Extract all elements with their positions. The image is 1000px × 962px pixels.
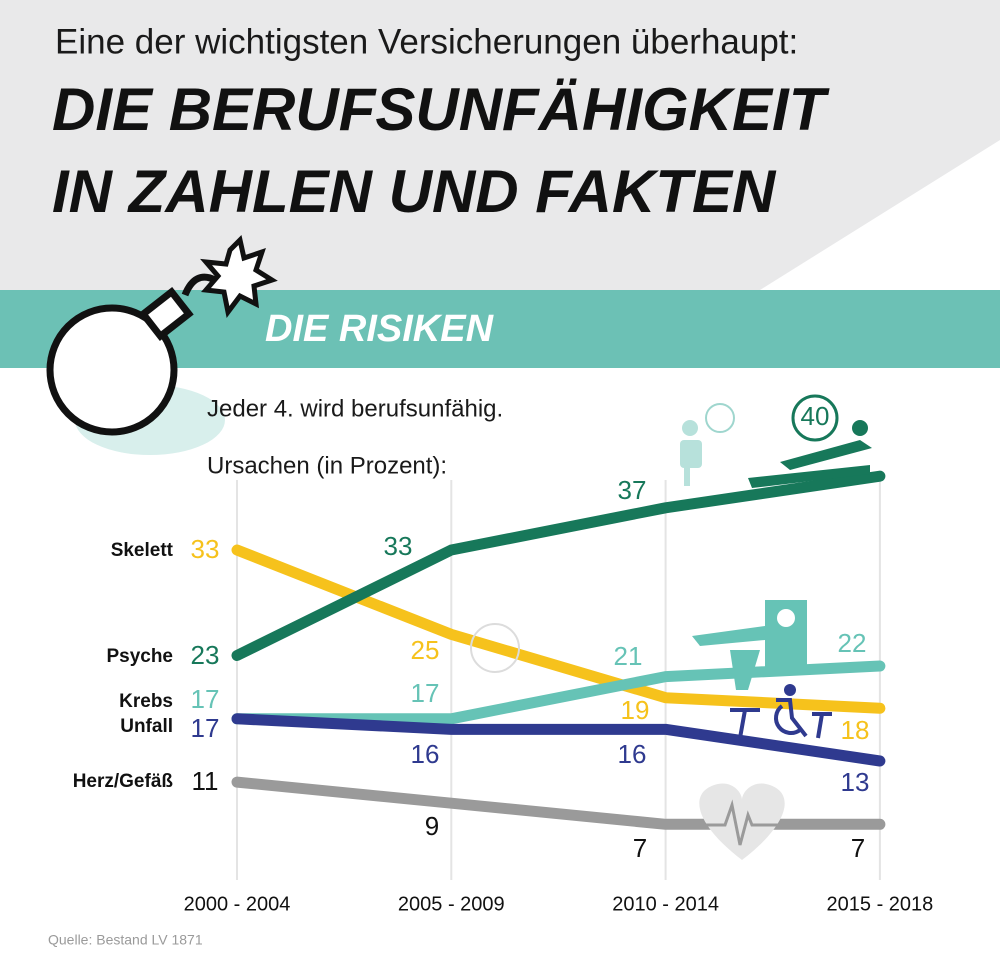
value-label: 9 — [425, 811, 439, 841]
series-line — [231, 544, 886, 714]
x-tick-label: 2010 - 2014 — [612, 893, 719, 915]
value-label: 11 — [192, 766, 219, 796]
value-label: 23 — [191, 640, 220, 670]
value-label: 37 — [618, 475, 647, 505]
value-label: 17 — [191, 713, 220, 743]
value-label: 7 — [851, 833, 865, 863]
value-label: 21 — [614, 641, 643, 671]
series-name: Krebs — [119, 691, 173, 712]
value-label: 40 — [801, 401, 830, 431]
value-label: 33 — [384, 531, 413, 561]
subtitle: Ursachen (in Prozent): — [207, 452, 447, 479]
x-tick-label: 2015 - 2018 — [827, 893, 934, 915]
bomb-icon — [46, 235, 278, 455]
value-label: 13 — [841, 767, 870, 797]
value-label: 33 — [191, 534, 220, 564]
supertitle: Eine der wichtigsten Versicherungen über… — [55, 22, 798, 61]
title-line: DIE BERUFSUNFÄHIGKEIT — [52, 76, 830, 143]
decor-icons — [470, 394, 872, 860]
series-name: Unfall — [120, 716, 173, 737]
value-label: 17 — [411, 678, 440, 708]
series-name: Skelett — [111, 540, 174, 561]
value-label: 19 — [621, 695, 650, 725]
value-label: 16 — [411, 739, 440, 769]
series-line — [231, 470, 886, 661]
value-label: 17 — [191, 684, 220, 714]
value-label: 16 — [618, 739, 647, 769]
value-label: 25 — [411, 635, 440, 665]
series-line — [231, 713, 886, 767]
x-tick-label: 2005 - 2009 — [398, 893, 505, 915]
value-label: 7 — [633, 833, 647, 863]
value-label: 22 — [838, 628, 867, 658]
source: Quelle: Bestand LV 1871 — [48, 932, 203, 948]
series-name: Psyche — [106, 646, 173, 667]
section-title: DIE RISIKEN — [265, 308, 495, 350]
x-tick-label: 2000 - 2004 — [184, 893, 291, 915]
title-line: IN ZAHLEN UND FAKTEN — [52, 158, 777, 225]
header-background — [0, 0, 1000, 290]
subtitle: Jeder 4. wird berufsunfähig. — [207, 395, 503, 422]
value-label: 18 — [841, 715, 870, 745]
series-name: Herz/Gefäß — [73, 771, 174, 792]
